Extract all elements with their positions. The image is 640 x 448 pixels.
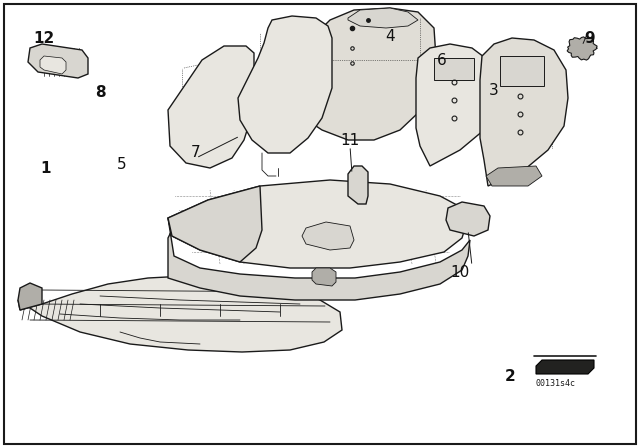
Polygon shape: [28, 44, 88, 78]
Polygon shape: [567, 37, 597, 60]
Polygon shape: [270, 8, 436, 140]
Text: 11: 11: [340, 133, 360, 147]
Polygon shape: [446, 202, 490, 236]
Polygon shape: [40, 56, 66, 74]
Text: 1: 1: [41, 160, 51, 176]
Polygon shape: [238, 16, 332, 153]
Text: 4: 4: [385, 29, 395, 43]
Bar: [500, 56, 544, 86]
Polygon shape: [536, 360, 594, 374]
Text: 2: 2: [504, 369, 515, 383]
Polygon shape: [18, 283, 42, 310]
Polygon shape: [486, 166, 542, 186]
Bar: [434, 58, 474, 80]
Polygon shape: [168, 218, 470, 300]
Text: 8: 8: [95, 85, 106, 99]
Polygon shape: [302, 222, 354, 250]
Text: 7: 7: [191, 145, 201, 159]
Text: 9: 9: [585, 30, 595, 46]
Polygon shape: [168, 180, 470, 268]
Polygon shape: [348, 166, 368, 204]
Text: 10: 10: [451, 264, 470, 280]
Polygon shape: [168, 186, 262, 262]
Text: 5: 5: [117, 156, 127, 172]
Polygon shape: [312, 268, 336, 286]
Polygon shape: [168, 46, 254, 168]
Polygon shape: [480, 38, 568, 186]
Text: 6: 6: [437, 52, 447, 68]
Text: 12: 12: [33, 30, 54, 46]
Text: 3: 3: [489, 82, 499, 98]
Polygon shape: [348, 8, 418, 28]
Text: 00131s4c: 00131s4c: [536, 379, 576, 388]
Polygon shape: [416, 44, 494, 166]
Polygon shape: [18, 276, 342, 352]
